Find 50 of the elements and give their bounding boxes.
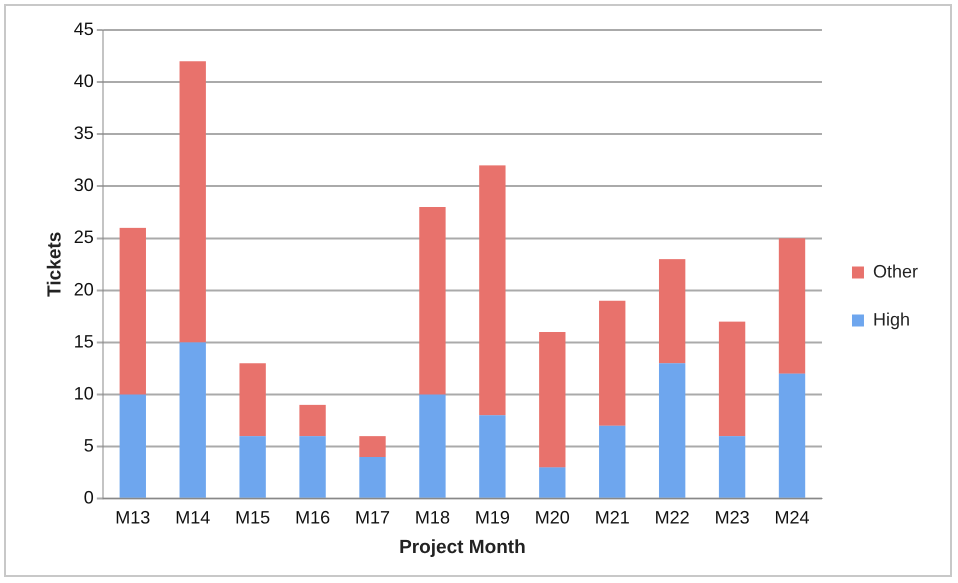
- x-tick-label: M23: [714, 507, 750, 528]
- y-tick-label: 20: [74, 279, 94, 300]
- bar: [239, 436, 266, 498]
- legend-label: Other: [872, 261, 918, 282]
- x-tick-label: M13: [115, 507, 150, 528]
- bar: [299, 436, 326, 498]
- x-tick-label: M21: [594, 507, 630, 528]
- bar: [359, 436, 386, 457]
- bar: [359, 456, 386, 498]
- y-axis-title: Tickets: [44, 232, 66, 297]
- y-tick-label: 5: [84, 436, 94, 456]
- bar: [778, 374, 806, 498]
- x-tick-label: M22: [654, 507, 690, 528]
- y-tick-label: 30: [74, 175, 94, 196]
- x-tick-label: M20: [534, 507, 570, 528]
- bar: [599, 300, 626, 426]
- bar: [120, 394, 146, 498]
- bar: [479, 165, 506, 416]
- bar: [299, 404, 326, 436]
- bar: [180, 342, 206, 498]
- bar: [658, 259, 686, 364]
- x-axis-title: Project Month: [399, 536, 526, 558]
- bar: [658, 363, 686, 498]
- x-tick-label: M17: [355, 507, 390, 528]
- bar: [479, 415, 506, 498]
- bar: [419, 207, 446, 394]
- bar: [718, 322, 746, 436]
- x-tick-label: M16: [295, 507, 330, 528]
- legend-label: High: [872, 309, 910, 330]
- bar: [419, 394, 446, 498]
- y-tick-label: 35: [74, 123, 94, 144]
- x-tick-label: M24: [774, 507, 810, 528]
- x-tick-label: M19: [474, 507, 510, 528]
- bar: [599, 426, 626, 498]
- y-tick-label: 15: [74, 331, 94, 352]
- bar: [180, 61, 206, 342]
- bar: [718, 436, 746, 498]
- bar: [120, 228, 146, 394]
- bar: [239, 363, 266, 436]
- x-tick-label: M15: [235, 507, 270, 528]
- y-tick-label: 0: [84, 488, 94, 508]
- y-tick-label: 10: [74, 383, 94, 404]
- bar: [778, 238, 806, 374]
- y-tick-label: 45: [74, 18, 94, 39]
- y-tick-label: 25: [74, 227, 94, 248]
- y-tick-label: 40: [74, 71, 94, 92]
- bar: [539, 467, 566, 498]
- x-tick-label: M18: [414, 507, 450, 528]
- bar: [539, 332, 566, 468]
- x-tick-label: M14: [175, 507, 210, 528]
